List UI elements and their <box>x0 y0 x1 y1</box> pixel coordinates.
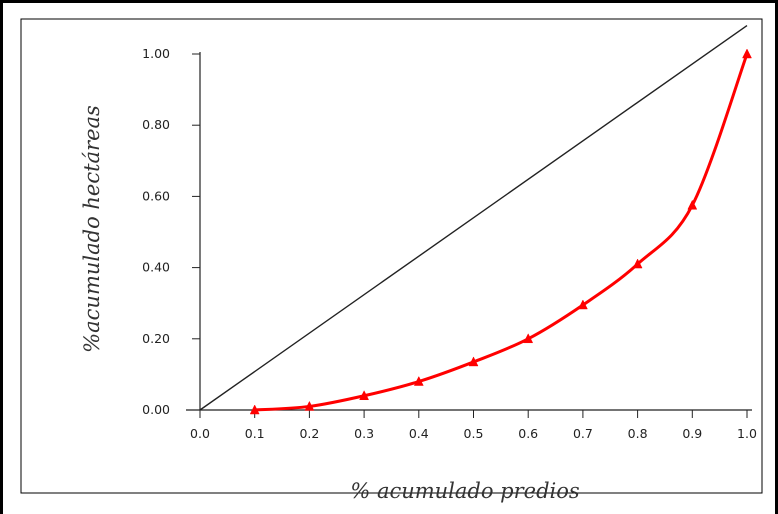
lorenz-curve-line <box>253 52 749 412</box>
x-tick-label: 0.6 <box>518 426 538 441</box>
data-point-marker <box>249 404 260 415</box>
y-tick-label: 0.60 <box>142 188 170 203</box>
data-point-marker <box>468 356 479 367</box>
data-point-marker <box>413 375 424 386</box>
x-tick-label: 0.3 <box>354 426 374 441</box>
equality-line <box>199 24 748 411</box>
x-tick-label: 1.0 <box>737 426 757 441</box>
x-tick-label: 0.8 <box>628 426 648 441</box>
y-axis-ticks: 0.00 0.20 0.40 0.60 0.80 1.00 <box>142 46 200 417</box>
x-tick-label: 0.7 <box>573 426 593 441</box>
x-axis-ticks: 0.0 0.1 0.2 0.3 0.4 0.5 0.6 0.7 0.8 0.9 1.0 <box>190 410 757 441</box>
series-layer <box>199 24 752 415</box>
x-tick-label: 0.5 <box>464 426 484 441</box>
y-tick-label: 0.20 <box>142 331 170 346</box>
data-point-marker <box>359 390 370 401</box>
data-point-marker <box>632 258 643 269</box>
data-point-marker <box>687 199 698 210</box>
data-point-marker <box>577 299 588 310</box>
data-point-marker <box>742 48 752 59</box>
plot-frame <box>20 18 763 494</box>
x-tick-label: 0.2 <box>299 426 319 441</box>
y-tick-label: 0.80 <box>142 117 170 132</box>
x-tick-label: 0.4 <box>409 426 429 441</box>
data-point-marker <box>304 400 315 411</box>
y-axis-title: %acumulado hectáreas <box>80 105 104 353</box>
x-axis-title: % acumulado predios <box>350 479 580 503</box>
y-tick-label: 1.00 <box>142 46 170 61</box>
data-point-marker <box>523 333 534 344</box>
x-tick-label: 0.9 <box>682 426 702 441</box>
x-tick-label: 0.1 <box>245 426 265 441</box>
y-tick-label: 0.00 <box>142 402 170 417</box>
x-tick-label: 0.0 <box>190 426 210 441</box>
y-tick-label: 0.40 <box>142 260 170 275</box>
